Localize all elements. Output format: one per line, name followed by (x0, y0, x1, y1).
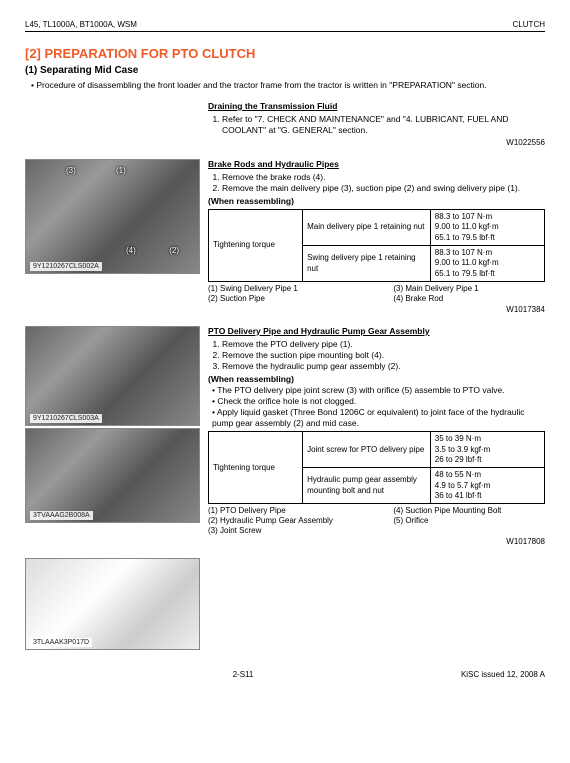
pto-step1: Remove the PTO delivery pipe (1). (222, 339, 545, 350)
brake-step1: Remove the brake rods (4). (222, 172, 545, 183)
drain-wcode: W1022556 (208, 138, 545, 148)
subsection-title: (1) Separating Mid Case (25, 65, 545, 76)
pto-reassemble: (When reassembling) (208, 374, 545, 385)
figure-id-pto2: 3TVAAAG2B008A (30, 511, 93, 520)
figure-id-brake: 9Y1210267CLS002A (30, 262, 102, 271)
pto-b1: The PTO delivery pipe joint screw (3) wi… (212, 385, 545, 396)
header-left: L45, TL1000A, BT1000A, WSM (25, 20, 137, 29)
intro-text: • Procedure of disassembling the front l… (25, 80, 545, 91)
section-drain: Draining the Transmission Fluid Refer to… (25, 101, 545, 155)
pto-ref-l2: (2) Hydraulic Pump Gear Assembly (208, 516, 393, 526)
brake-tbl-r1v: 88.3 to 107 N·m 9.00 to 11.0 kgf·m 65.1 … (430, 209, 544, 245)
brake-ref-l1: (1) Swing Delivery Pipe 1 (208, 284, 393, 294)
section-pto: 9Y1210267CLS003A 3TVAAAG2B008A PTO Deliv… (25, 326, 545, 554)
brake-ref-r1: (3) Main Delivery Pipe 1 (393, 284, 545, 294)
brake-wcode: W1017384 (208, 305, 545, 315)
pto-ref-l3: (3) Joint Screw (208, 526, 393, 536)
pto-refs: (1) PTO Delivery Pipe (4) Suction Pipe M… (208, 506, 545, 535)
drain-step1: Refer to "7. CHECK AND MAINTENANCE" and … (222, 114, 545, 136)
callout-1: (1) (116, 166, 126, 175)
page-footer: 2-S11 KiSC issued 12, 2008 A (25, 670, 545, 679)
pto-tbl-r2l: Hydraulic pump gear assembly mounting bo… (303, 468, 431, 504)
brake-tbl-r1l: Main delivery pipe 1 retaining nut (303, 209, 431, 245)
pto-tbl-r1v: 35 to 39 N·m 3.5 to 3.9 kgf·m 26 to 29 l… (430, 432, 544, 468)
brake-step2: Remove the main delivery pipe (3), sucti… (222, 183, 545, 194)
figure-pto-2: 3TVAAAG2B008A (25, 428, 200, 523)
brake-ref-l2: (2) Suction Pipe (208, 294, 393, 304)
footer-page: 2-S11 (25, 670, 461, 679)
pto-tbl-r2v: 48 to 55 N·m 4.9 to 5.7 kgf·m 36 to 41 l… (430, 468, 544, 504)
header-right: CLUTCH (513, 20, 545, 29)
drain-heading: Draining the Transmission Fluid (208, 101, 545, 112)
pto-ref-r1: (4) Suction Pipe Mounting Bolt (393, 506, 545, 516)
callout-2: (2) (169, 246, 179, 255)
brake-reassemble: (When reassembling) (208, 196, 545, 207)
section-orifice-figure: 3TLAAAK3P017D (25, 558, 545, 652)
pto-tbl-label: Tightening torque (209, 432, 303, 504)
brake-tbl-label: Tightening torque (209, 209, 303, 281)
pto-ref-l1: (1) PTO Delivery Pipe (208, 506, 393, 516)
figure-id-pto1: 9Y1210267CLS003A (30, 414, 102, 423)
pto-step3: Remove the hydraulic pump gear assembly … (222, 361, 545, 372)
pto-wcode: W1017808 (208, 537, 545, 547)
callout-3: (3) (66, 166, 76, 175)
callout-4: (4) (126, 246, 136, 255)
page-header: L45, TL1000A, BT1000A, WSM CLUTCH (25, 20, 545, 32)
pto-torque-table: Tightening torque Joint screw for PTO de… (208, 431, 545, 504)
brake-ref-r2: (4) Brake Rod (393, 294, 545, 304)
brake-tbl-r2l: Swing delivery pipe 1 retaining nut (303, 245, 431, 281)
brake-heading: Brake Rods and Hydraulic Pipes (208, 159, 545, 170)
intro-body: Procedure of disassembling the front loa… (36, 80, 486, 90)
brake-refs: (1) Swing Delivery Pipe 1 (3) Main Deliv… (208, 284, 545, 303)
pto-step2: Remove the suction pipe mounting bolt (4… (222, 350, 545, 361)
pto-b2: Check the orifice hole is not clogged. (212, 396, 545, 407)
figure-pto-1: 9Y1210267CLS003A (25, 326, 200, 426)
footer-issue: KiSC issued 12, 2008 A (461, 670, 545, 679)
figure-id-pto3: 3TLAAAK3P017D (30, 638, 92, 647)
pto-ref-r2: (5) Orifice (393, 516, 545, 526)
pto-b3: Apply liquid gasket (Three Bond 1206C or… (212, 407, 545, 429)
figure-orifice: 3TLAAAK3P017D (25, 558, 200, 650)
brake-torque-table: Tightening torque Main delivery pipe 1 r… (208, 209, 545, 282)
pto-heading: PTO Delivery Pipe and Hydraulic Pump Gea… (208, 326, 545, 337)
pto-tbl-r1l: Joint screw for PTO delivery pipe (303, 432, 431, 468)
section-brake: (3) (1) (4) (2) 9Y1210267CLS002A Brake R… (25, 159, 545, 322)
brake-tbl-r2v: 88.3 to 107 N·m 9.00 to 11.0 kgf·m 65.1 … (430, 245, 544, 281)
figure-brake-rods: (3) (1) (4) (2) 9Y1210267CLS002A (25, 159, 200, 274)
section-title: [2] PREPARATION FOR PTO CLUTCH (25, 46, 545, 61)
